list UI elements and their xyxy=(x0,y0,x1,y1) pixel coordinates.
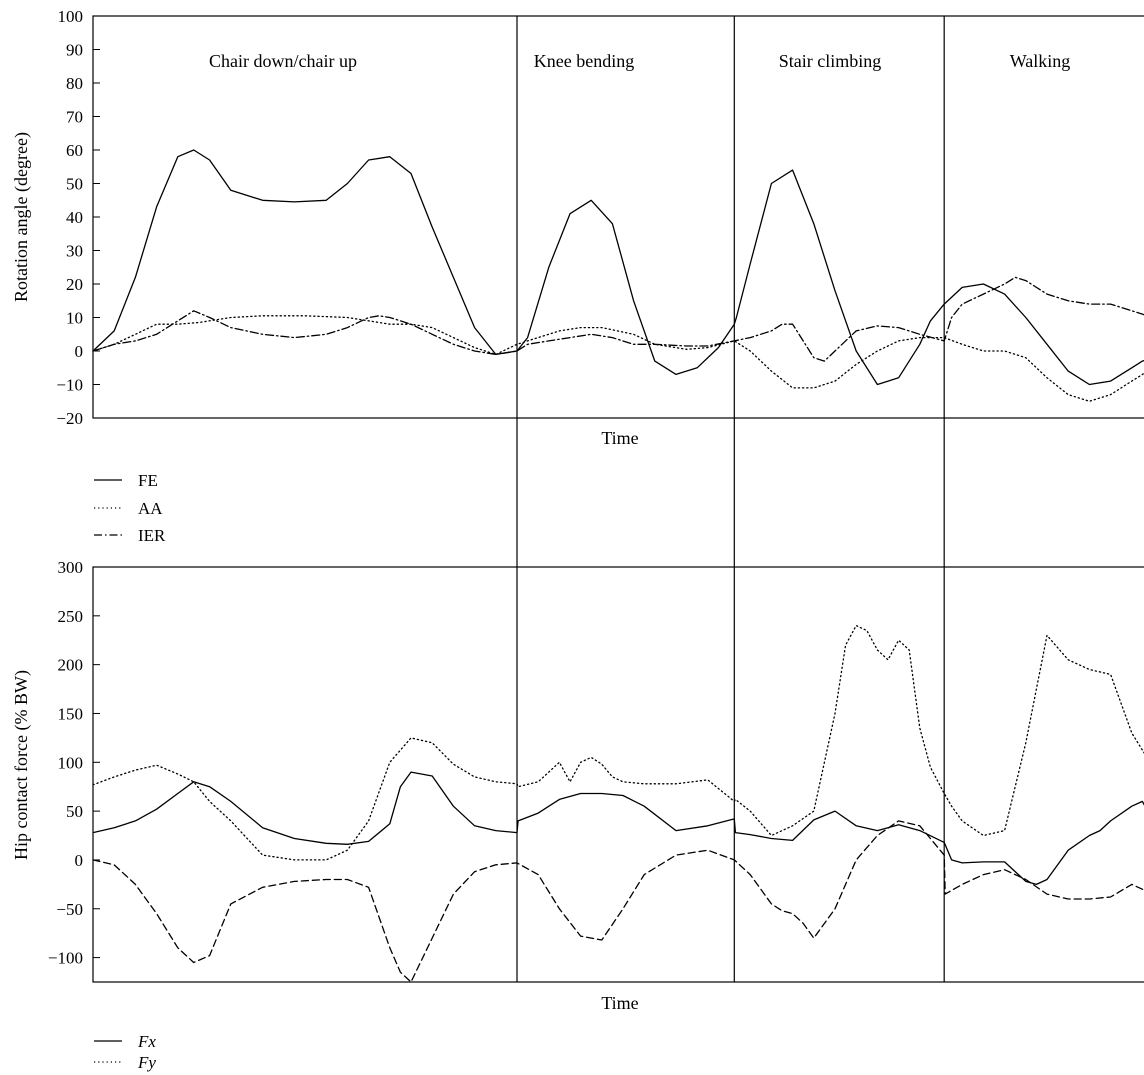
force-series xyxy=(92,624,1144,983)
force-y-axis-label: Hip contact force (% BW) xyxy=(11,670,32,860)
y-tick-label: 100 xyxy=(58,753,84,772)
y-tick-label: 300 xyxy=(58,558,84,577)
y-tick-label: 20 xyxy=(66,275,83,294)
y-tick-label: −20 xyxy=(56,409,83,428)
y-tick-label: 150 xyxy=(58,704,84,723)
y-tick-label: 50 xyxy=(66,802,83,821)
segment-label-knee: Knee bending xyxy=(534,51,634,71)
y-tick-label: 70 xyxy=(66,108,83,127)
force-plot-frame xyxy=(92,566,1144,983)
legend-label-ier: IER xyxy=(138,526,166,545)
y-tick-label: −100 xyxy=(48,949,83,968)
rotation-series xyxy=(92,149,1144,402)
y-tick-label: 100 xyxy=(58,7,84,26)
y-tick-label: −10 xyxy=(56,376,83,395)
force-legend: Fx Fy xyxy=(94,1032,156,1072)
segment-label-chair: Chair down/chair up xyxy=(209,51,357,71)
rotation-plot-frame xyxy=(92,15,1144,419)
legend-label-aa: AA xyxy=(138,499,163,518)
series-line-fz xyxy=(92,820,1144,983)
segment-label-walking: Walking xyxy=(1010,51,1071,71)
force-dividers xyxy=(516,567,945,982)
legend-label-fx: Fx xyxy=(137,1032,156,1051)
y-tick-label: 30 xyxy=(66,242,83,261)
rotation-y-axis-label: Rotation angle (degree) xyxy=(11,132,32,302)
y-tick-label: 250 xyxy=(58,607,84,626)
legend-label-fe: FE xyxy=(138,471,158,490)
legend-label-fy: Fy xyxy=(137,1053,156,1072)
rotation-x-axis-label: Time xyxy=(601,428,638,448)
series-line-aa xyxy=(92,315,1144,402)
force-chart: 300 250 200 150 100 50 0 −50 −100 Hip contact fo… xyxy=(11,558,1144,1072)
y-tick-label: 80 xyxy=(66,74,83,93)
y-tick-label: 10 xyxy=(66,309,83,328)
force-y-ticks: 300 250 200 150 100 50 0 −50 −100 xyxy=(48,558,100,968)
y-tick-label: 0 xyxy=(75,342,84,361)
series-line-fy xyxy=(92,624,1144,861)
y-tick-label: 50 xyxy=(66,175,83,194)
y-tick-label: 200 xyxy=(58,656,84,675)
rotation-dividers xyxy=(516,16,945,567)
series-line-fx xyxy=(92,771,1144,886)
y-tick-label: 40 xyxy=(66,208,83,227)
rotation-legend: FE AA IER xyxy=(94,471,166,545)
y-tick-label: 60 xyxy=(66,141,83,160)
series-line-ier xyxy=(92,276,1144,362)
force-x-axis-label: Time xyxy=(601,993,638,1013)
y-tick-label: −50 xyxy=(56,900,83,919)
segment-label-stair: Stair climbing xyxy=(779,51,882,71)
series-line-fe xyxy=(92,149,1144,386)
y-tick-label: 90 xyxy=(66,41,83,60)
y-tick-label: 0 xyxy=(75,851,84,870)
